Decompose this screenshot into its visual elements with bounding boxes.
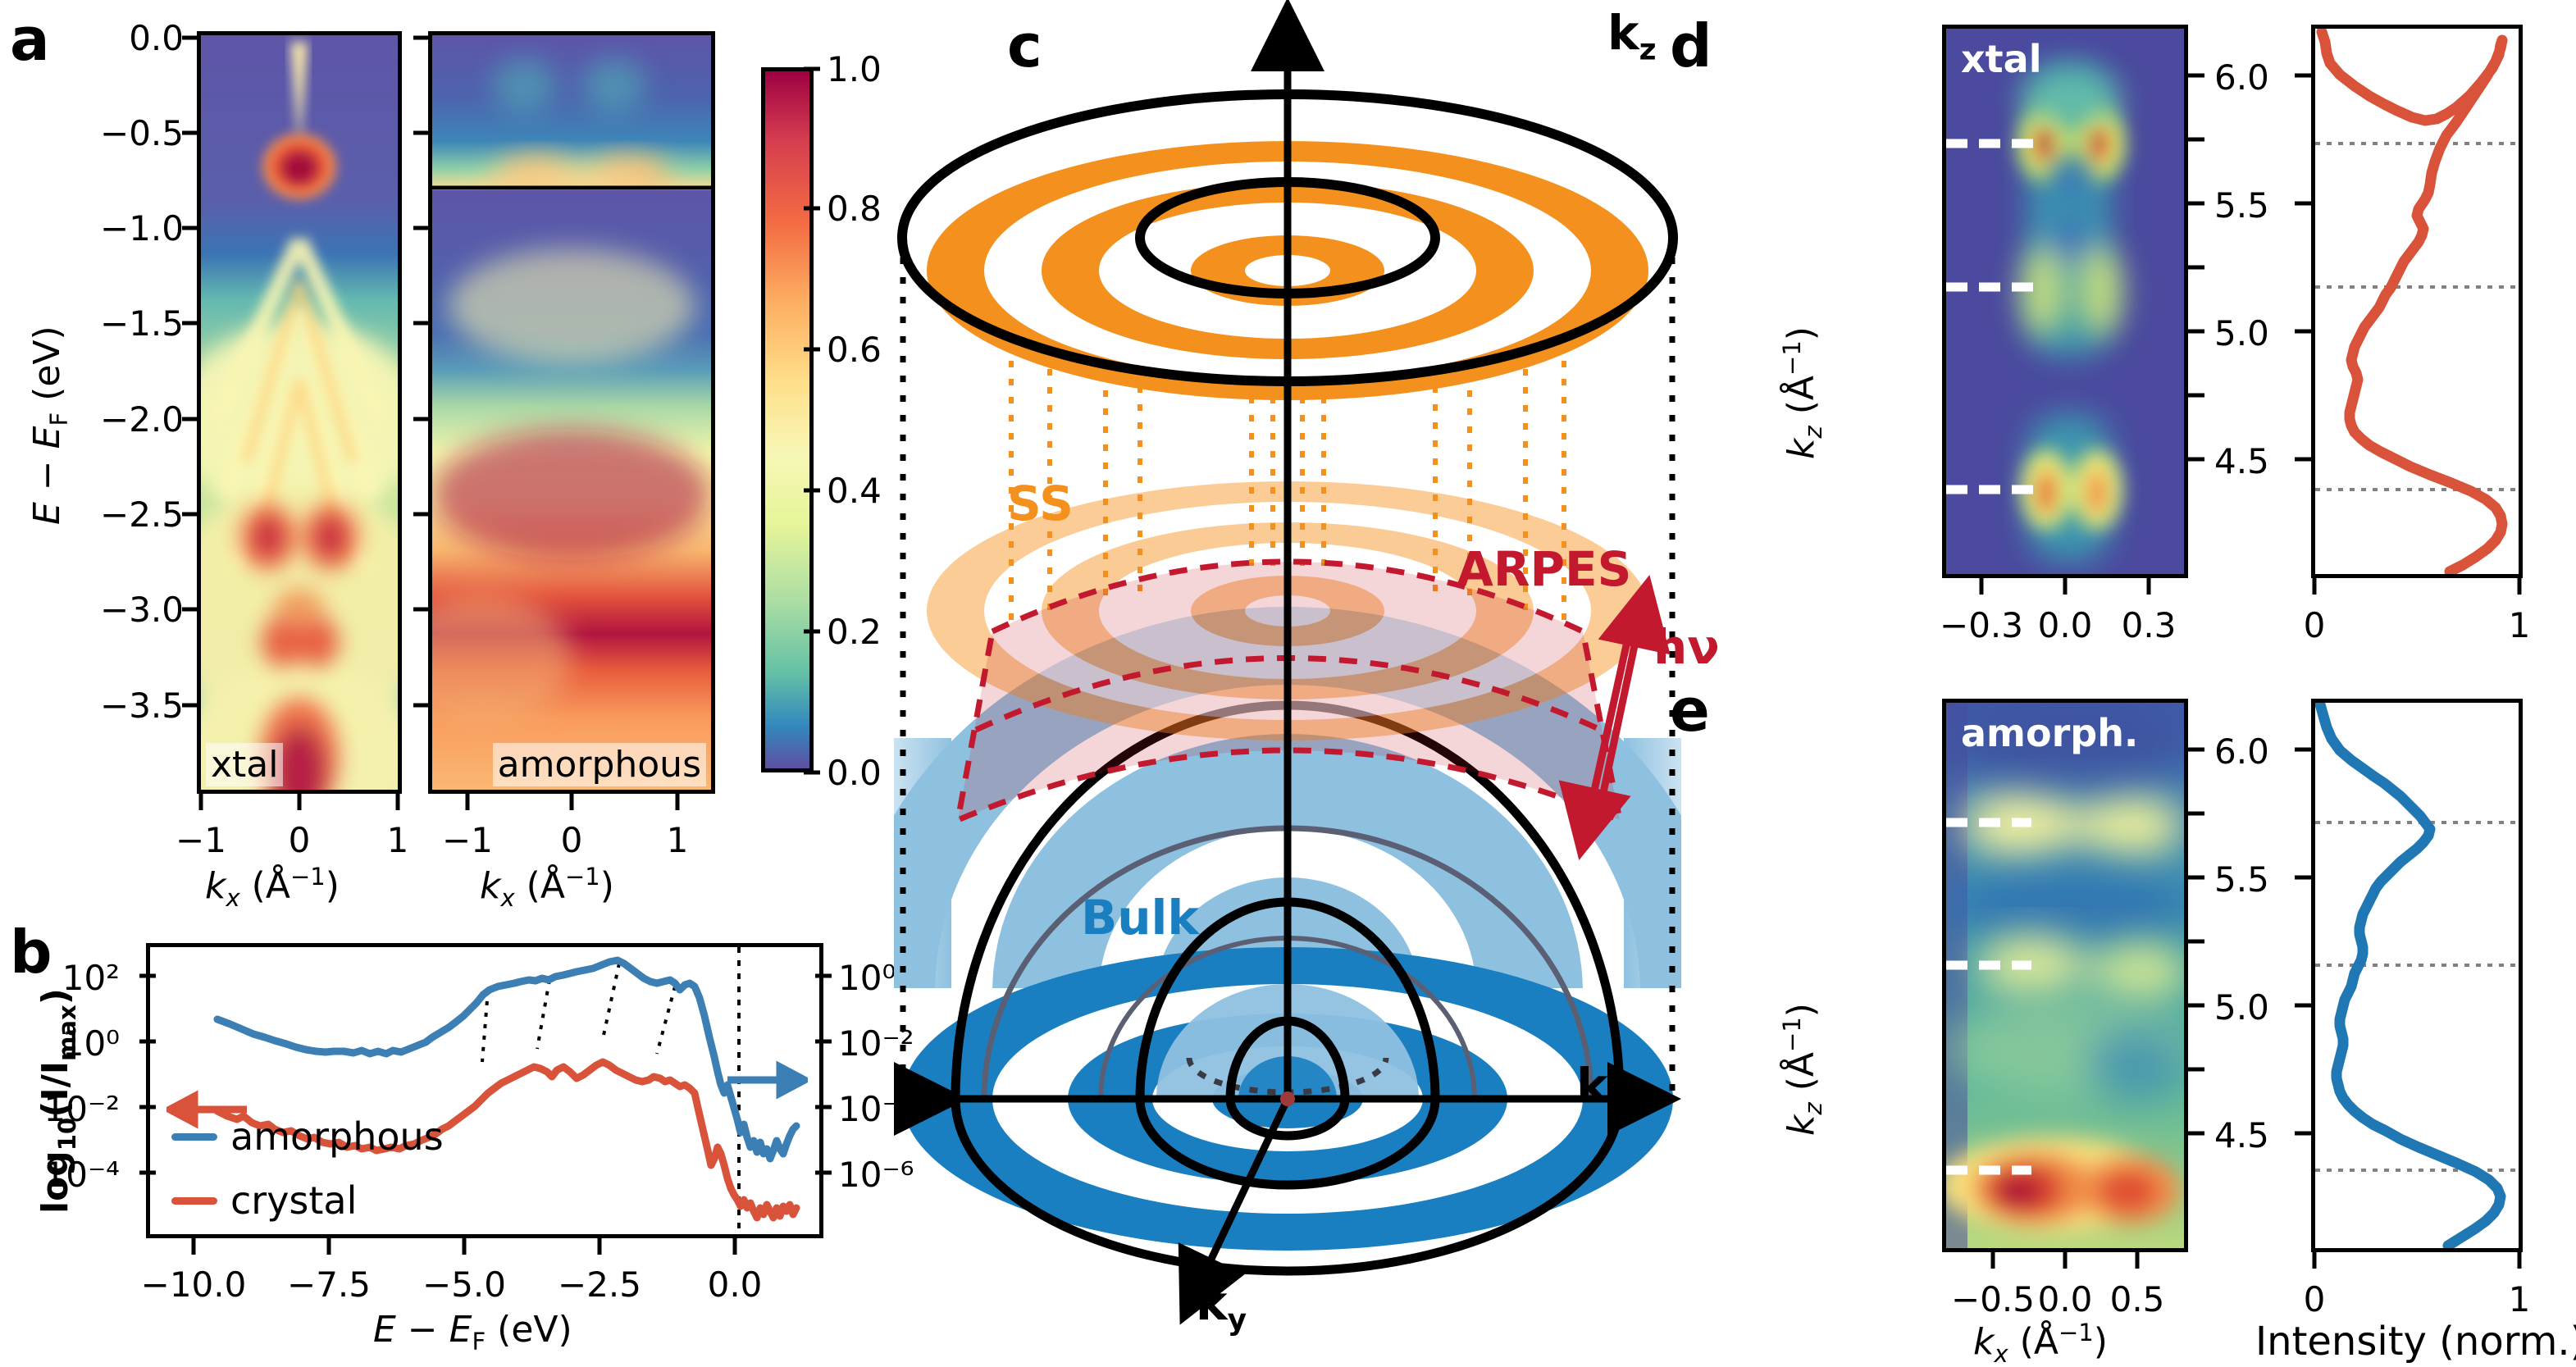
panel-b-left-ticks — [139, 973, 156, 1175]
panel-e-map-xlabel: kx (Å−1) — [1973, 1319, 2108, 1367]
colorbar-ticks — [804, 66, 820, 775]
panel-e-edc-ytickmarks — [2188, 747, 2311, 1136]
panel-b-legend-item-amorphous: amorphous — [171, 1114, 444, 1159]
panel-label-a: a — [10, 5, 50, 74]
panel-c-label-ss: SS — [1007, 476, 1074, 531]
panel-e-map[interactable]: amorph. — [1942, 699, 2188, 1252]
panel-label-d: d — [1670, 11, 1712, 80]
panel-e-edc-xlabel: Intensity (norm.) — [2255, 1319, 2576, 1365]
panel-c-label-hv: hν — [1653, 619, 1720, 675]
panel-c-label-arpes: ARPES — [1457, 541, 1632, 597]
panel-e-ylabel: kz (Å−1) — [1778, 1003, 1827, 1136]
panel-a-amorphous-tag: amorphous — [492, 743, 706, 786]
panel-a-ticks — [182, 35, 680, 810]
panel-e-tag: amorph. — [1961, 711, 2139, 755]
panel-d-map[interactable]: xtal — [1942, 25, 2188, 578]
panel-b-plot[interactable]: amorphous crystal — [146, 943, 823, 1238]
panel-d-edc-plot[interactable] — [2311, 25, 2523, 578]
panel-b-xlabel: E − EF (eV) — [373, 1309, 572, 1356]
panel-b-legend-item-crystal: crystal — [171, 1178, 357, 1223]
left-axis-arrow-icon — [166, 1090, 247, 1129]
panel-c-axis-label-kz: kz — [1607, 5, 1657, 67]
panel-b-right-ticks — [815, 973, 832, 1175]
panel-e-edc-plot[interactable] — [2311, 699, 2523, 1252]
panel-d-edc-ytickmarks — [2188, 73, 2311, 462]
panel-c-axis-label-kx: kx — [1576, 1058, 1627, 1120]
panel-d-tag: xtal — [1961, 37, 2042, 81]
panel-label-b: b — [10, 918, 52, 987]
panel-e-map-xtickmarks — [1990, 1252, 2140, 1269]
legend-swatch-amorphous — [171, 1132, 217, 1141]
panel-c-axis-label-ky: ky — [1196, 1275, 1247, 1337]
panel-b-xticks-marks — [191, 1238, 737, 1255]
panel-d-ylabel: kz (Å−1) — [1778, 326, 1827, 459]
panel-a-colorbar[interactable] — [761, 67, 814, 772]
panel-a-xlabel-right: kx (Å−1) — [480, 863, 614, 912]
right-axis-arrow-icon — [727, 1060, 808, 1100]
panel-a-xlabel-left: kx (Å−1) — [205, 863, 340, 912]
panel-d-map-xtickmarks — [1979, 578, 2151, 595]
panel-d-edc-xtickmarks — [2312, 578, 2522, 595]
panel-a-xtal-map[interactable]: xtal — [197, 31, 402, 794]
panel-c-diagram[interactable] — [894, 0, 1681, 1356]
panel-a-xtal-tag: xtal — [206, 743, 284, 786]
panel-a-amorphous-map[interactable]: amorphous — [428, 31, 715, 794]
legend-swatch-crystal — [171, 1196, 217, 1205]
panel-e-edc-xtickmarks — [2312, 1252, 2522, 1269]
panel-label-e: e — [1670, 676, 1710, 745]
panel-label-c: c — [1007, 11, 1042, 80]
panel-c-label-bulk: Bulk — [1081, 890, 1199, 946]
